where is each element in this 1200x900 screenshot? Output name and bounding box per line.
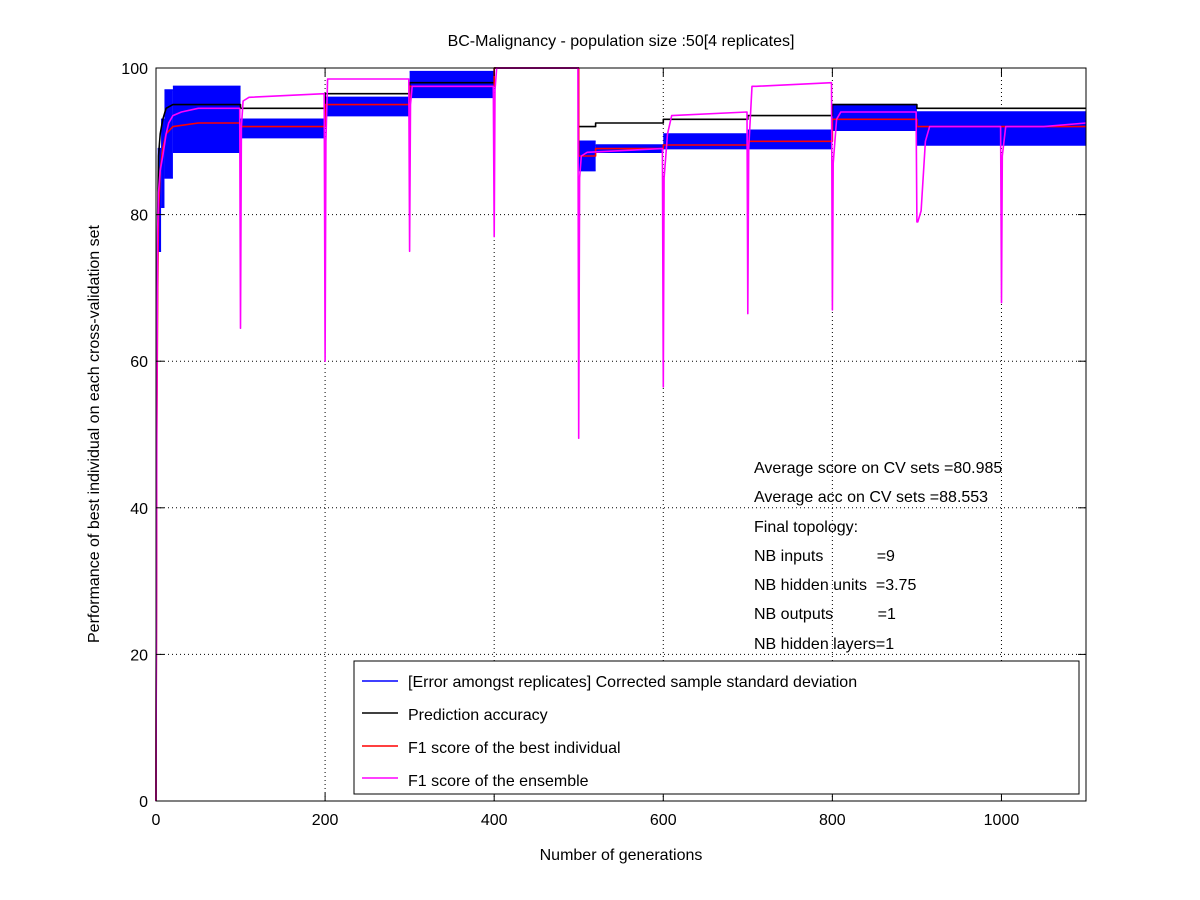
legend-box	[353, 660, 1080, 795]
error-band-5	[325, 97, 410, 116]
annotation-box: Average score on CV sets =80.985 Average…	[754, 460, 1002, 653]
annotation-avg-acc: Average acc on CV sets =88.553	[754, 489, 988, 506]
error-band-10	[663, 133, 748, 149]
legend: [Error amongst replicates] Corrected sam…	[353, 660, 1080, 795]
y-tick-label-3: 60	[130, 354, 148, 371]
chart-title: BC-Malignancy - population size :50[4 re…	[448, 33, 795, 50]
annotation-nb-hidden-units: NB hidden units =3.75	[754, 577, 916, 594]
y-tick-label-5: 100	[121, 61, 148, 78]
y-tick-label-0: 0	[139, 794, 148, 811]
series-line-f1-ensemble	[155, 67, 1087, 802]
x-axis-label: Number of generations	[540, 847, 703, 864]
error-band-1	[161, 119, 165, 208]
x-tick-label-1: 200	[312, 812, 339, 829]
y-tick-label-1: 20	[130, 647, 148, 664]
annotation-avg-score: Average score on CV sets =80.985	[754, 460, 1002, 477]
error-band-6	[409, 71, 495, 98]
x-tick-label-3: 600	[650, 812, 677, 829]
plot-frame	[155, 67, 1087, 802]
error-band-11	[747, 130, 833, 149]
grid	[156, 68, 1086, 801]
annotation-nb-outputs: NB outputs =1	[754, 606, 896, 623]
y-axis-label: Performance of best individual on each c…	[86, 224, 103, 643]
axis-ticks: 0 200 400 600 800 1000 0 20 40 60 80 100	[121, 61, 1086, 829]
error-band-2	[164, 89, 173, 178]
legend-label-f1-ensemble: F1 score of the ensemble	[408, 773, 589, 790]
y-tick-label-4: 80	[130, 208, 148, 225]
line-series	[155, 67, 1087, 802]
annotation-nb-hidden-layers: NB hidden layers=1	[754, 636, 894, 653]
legend-label-accuracy: Prediction accuracy	[408, 707, 548, 724]
error-band-series	[157, 67, 1086, 252]
x-tick-label-2: 400	[481, 812, 508, 829]
legend-label-f1-best: F1 score of the best individual	[408, 740, 621, 757]
error-band-4	[240, 119, 326, 138]
legend-label-error: [Error amongst replicates] Corrected sam…	[408, 674, 857, 691]
x-tick-label-4: 800	[819, 812, 846, 829]
x-tick-label-0: 0	[152, 812, 161, 829]
annotation-nb-inputs: NB inputs =9	[754, 548, 895, 565]
x-tick-label-5: 1000	[984, 812, 1020, 829]
y-tick-label-2: 40	[130, 501, 148, 518]
error-band-3	[172, 86, 241, 153]
annotation-final-topology: Final topology:	[754, 519, 858, 536]
error-band-12	[832, 104, 917, 131]
